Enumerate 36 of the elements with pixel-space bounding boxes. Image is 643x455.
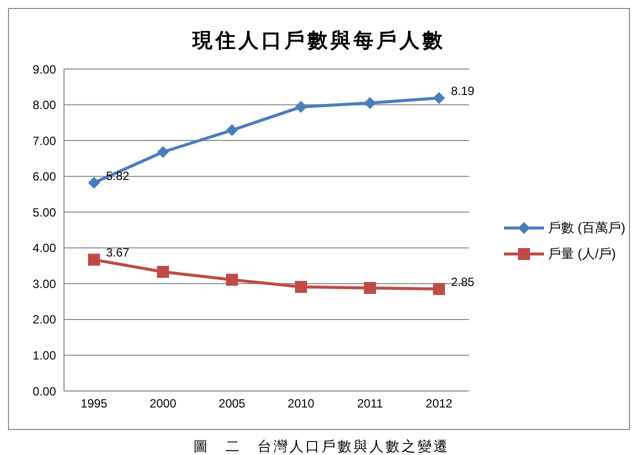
- x-tick-label: 2000: [150, 396, 177, 411]
- y-tick-label: 3.00: [32, 276, 56, 291]
- point: [295, 280, 307, 293]
- legend-label: 戶數 (百萬戶): [548, 219, 626, 237]
- text: 圖 二 台灣人口戶數與人數之變遷: [192, 438, 450, 455]
- data-label: 2.85: [451, 275, 475, 290]
- data-label: 5.82: [106, 168, 130, 183]
- y-tick-label: 4.00: [32, 241, 56, 256]
- chart-title: 現住人口戶數與每戶人數: [191, 27, 446, 54]
- y-tick-label: 6.00: [32, 170, 56, 184]
- point: [157, 266, 169, 278]
- y-tick-label: 0.00: [32, 384, 56, 398]
- point: [364, 96, 376, 109]
- point: [433, 92, 445, 104]
- x-tick-label: 2010: [288, 396, 315, 411]
- point: [433, 283, 445, 296]
- point: [157, 146, 169, 158]
- point: [226, 274, 238, 286]
- data-label: 8.19: [451, 84, 475, 98]
- point: [364, 282, 376, 294]
- x-tick-label: 2011: [357, 396, 384, 411]
- x-tick-label: 2012: [426, 396, 453, 411]
- y-tick-label: 5.00: [32, 205, 56, 220]
- x-tick-label: 2005: [218, 396, 246, 411]
- point: [295, 100, 307, 113]
- x-tick-label: 1995: [80, 396, 108, 411]
- y-tick-label: 8.00: [32, 98, 56, 112]
- point: [88, 254, 100, 266]
- y-tick-label: 9.00: [32, 62, 56, 76]
- y-tick-label: 2.00: [32, 312, 56, 327]
- point: [226, 124, 238, 136]
- point: [88, 176, 100, 189]
- y-tick-label: 7.00: [32, 134, 56, 148]
- y-tick-label: 1.00: [32, 348, 56, 362]
- data-label: 3.67: [106, 246, 130, 260]
- legend-label: 戶量 (人/戶): [548, 245, 616, 263]
